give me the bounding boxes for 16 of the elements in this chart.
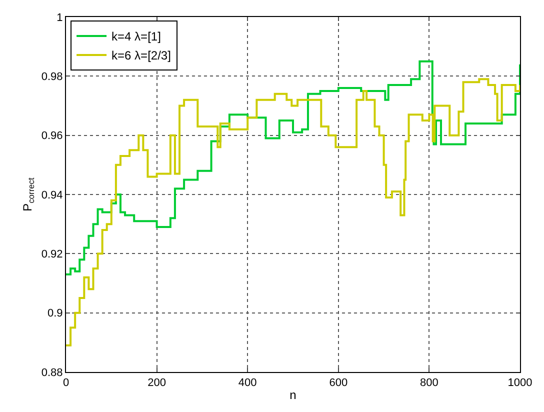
x-tick-label: 400 [238, 377, 257, 390]
x-tick-label: 1000 [508, 377, 532, 390]
x-tick-label: 800 [420, 377, 438, 390]
y-tick-label: 0.98 [41, 71, 63, 84]
y-tick-label: 0.94 [41, 189, 63, 202]
legend-label: k=6 λ=[2/3] [112, 48, 171, 63]
y-tick-label: 0.92 [41, 248, 63, 261]
x-tick-label: 200 [148, 377, 166, 390]
x-tick-label: 600 [329, 377, 348, 390]
legend-label: k=4 λ=[1] [112, 30, 161, 44]
y-tick-label: 0.9 [48, 308, 63, 320]
y-tick-label: 1 [56, 12, 63, 24]
y-tick-label: 0.88 [41, 366, 63, 379]
x-tick-label: 0 [62, 377, 70, 390]
x-axis-title: n [290, 388, 296, 402]
y-tick-label: 0.96 [41, 130, 63, 142]
